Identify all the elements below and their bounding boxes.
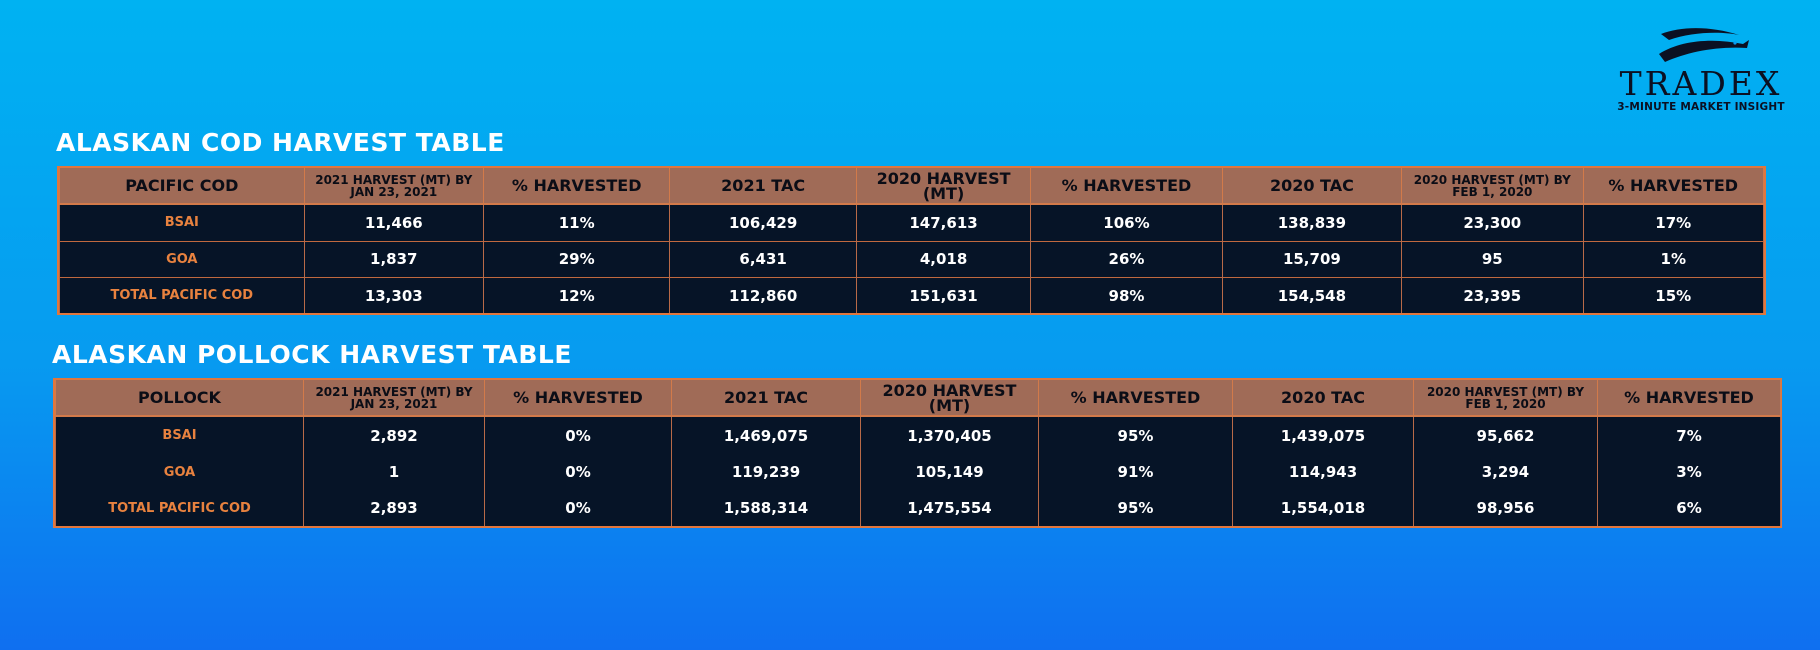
table-cell: 12% xyxy=(482,277,671,313)
column-header: % HARVESTED xyxy=(482,168,671,205)
cod-table-title: ALASKAN COD HARVEST TABLE xyxy=(56,128,505,157)
table-cell: 11% xyxy=(482,204,671,242)
table-cell: 0% xyxy=(484,416,672,454)
table-cell: 138,839 xyxy=(1221,204,1403,242)
table-cell: 23,300 xyxy=(1401,204,1584,242)
table-cell: 1,370,405 xyxy=(860,416,1039,454)
table-cell: 105,149 xyxy=(860,454,1039,490)
column-header: 2020 TAC xyxy=(1232,380,1414,417)
column-header: 2021 TAC xyxy=(671,380,861,417)
cod-harvest-table: PACIFIC COD 2021 HARVEST (MT) BY JAN 23,… xyxy=(57,166,1766,315)
column-header: PACIFIC COD xyxy=(59,168,305,205)
table-cell: 1,469,075 xyxy=(671,416,861,454)
table-cell: 0% xyxy=(484,454,672,490)
row-label: BSAI xyxy=(59,204,305,242)
table-cell: 98,956 xyxy=(1413,490,1598,526)
pollock-table-title: ALASKAN POLLOCK HARVEST TABLE xyxy=(52,340,572,369)
table-cell: 112,860 xyxy=(669,277,857,313)
column-header: % HARVESTED xyxy=(1597,380,1781,417)
table-cell: 151,631 xyxy=(855,277,1032,313)
table-cell: 1% xyxy=(1582,240,1765,278)
column-header: 2021 TAC xyxy=(669,168,857,205)
column-header: POLLOCK xyxy=(55,380,304,417)
logo-wordmark: TRADEX xyxy=(1619,64,1783,103)
table-cell: 13,303 xyxy=(303,277,484,313)
table-cell: 7% xyxy=(1597,416,1781,454)
table-cell: 3% xyxy=(1597,454,1781,490)
row-label: BSAI xyxy=(55,416,304,454)
table-cell: 98% xyxy=(1030,277,1223,313)
table-cell: 95% xyxy=(1038,416,1233,454)
table-cell: 1,439,075 xyxy=(1232,416,1414,454)
table-cell: 114,943 xyxy=(1232,454,1414,490)
column-header: % HARVESTED xyxy=(1582,168,1765,205)
column-header: % HARVESTED xyxy=(484,380,672,417)
table-cell: 2,893 xyxy=(303,490,485,526)
table-cell: 95,662 xyxy=(1413,416,1598,454)
row-label: TOTAL PACIFIC COD xyxy=(59,277,305,313)
column-header: 2020 HARVEST (MT) BY FEB 1, 2020 xyxy=(1401,168,1584,205)
table-cell: 4,018 xyxy=(855,240,1032,278)
table-cell: 154,548 xyxy=(1221,277,1403,313)
table-cell: 3,294 xyxy=(1413,454,1598,490)
fish-wave-icon xyxy=(1659,28,1749,62)
table-cell: 1,554,018 xyxy=(1232,490,1414,526)
table-cell: 1,837 xyxy=(303,240,484,278)
table-cell: 29% xyxy=(482,240,671,278)
table-cell: 26% xyxy=(1030,240,1223,278)
tradex-logo: TRADEX 3-MINUTE MARKET INSIGHT xyxy=(1616,26,1786,113)
table-row: GOA 1 0% 119,239 105,149 91% 114,943 3,2… xyxy=(55,454,1781,490)
table-cell: 15,709 xyxy=(1221,240,1403,278)
table-cell: 2,892 xyxy=(303,416,485,454)
table-header-row: POLLOCK 2021 HARVEST (MT) BY JAN 23, 202… xyxy=(55,380,1781,417)
table-cell: 147,613 xyxy=(855,204,1032,242)
column-header: 2020 HARVEST (MT) xyxy=(855,168,1032,205)
table-cell: 119,239 xyxy=(671,454,861,490)
column-header: 2021 HARVEST (MT) BY JAN 23, 2021 xyxy=(303,380,485,417)
column-header: 2021 HARVEST (MT) BY JAN 23, 2021 xyxy=(303,168,484,205)
row-label: TOTAL PACIFIC COD xyxy=(55,490,304,526)
table-cell: 6% xyxy=(1597,490,1781,526)
table-cell: 1,588,314 xyxy=(671,490,861,526)
column-header: 2020 HARVEST (MT) BY FEB 1, 2020 xyxy=(1413,380,1598,417)
table-row: TOTAL PACIFIC COD 2,893 0% 1,588,314 1,4… xyxy=(55,490,1781,526)
table-cell: 91% xyxy=(1038,454,1233,490)
table-cell: 0% xyxy=(484,490,672,526)
table-cell: 1,475,554 xyxy=(860,490,1039,526)
table-cell: 23,395 xyxy=(1401,277,1584,313)
table-cell: 1 xyxy=(303,454,485,490)
column-header: % HARVESTED xyxy=(1038,380,1233,417)
table-header-row: PACIFIC COD 2021 HARVEST (MT) BY JAN 23,… xyxy=(59,168,1765,205)
column-header: 2020 TAC xyxy=(1221,168,1403,205)
column-header: % HARVESTED xyxy=(1030,168,1223,205)
pollock-harvest-table: POLLOCK 2021 HARVEST (MT) BY JAN 23, 202… xyxy=(53,378,1782,528)
table-cell: 15% xyxy=(1582,277,1765,313)
logo-tagline: 3-MINUTE MARKET INSIGHT xyxy=(1617,101,1785,113)
table-cell: 11,466 xyxy=(303,204,484,242)
row-label: GOA xyxy=(55,454,304,490)
table-cell: 106% xyxy=(1030,204,1223,242)
table-cell: 6,431 xyxy=(669,240,857,278)
column-header: 2020 HARVEST (MT) xyxy=(860,380,1039,417)
table-row: BSAI 11,466 11% 106,429 147,613 106% 138… xyxy=(59,204,1765,242)
table-cell: 106,429 xyxy=(669,204,857,242)
table-cell: 95 xyxy=(1401,240,1584,278)
table-row: BSAI 2,892 0% 1,469,075 1,370,405 95% 1,… xyxy=(55,416,1781,454)
table-row: GOA 1,837 29% 6,431 4,018 26% 15,709 95 … xyxy=(59,240,1765,278)
table-cell: 95% xyxy=(1038,490,1233,526)
table-cell: 17% xyxy=(1582,204,1765,242)
row-label: GOA xyxy=(59,240,305,278)
table-row: TOTAL PACIFIC COD 13,303 12% 112,860 151… xyxy=(59,277,1765,313)
